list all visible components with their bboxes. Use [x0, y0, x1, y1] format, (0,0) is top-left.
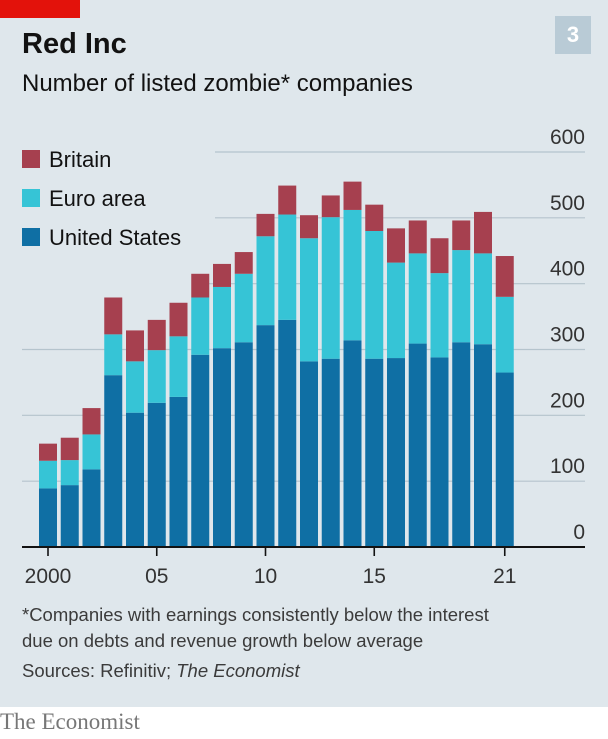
bar-euro-area-2008 [213, 286, 231, 349]
legend-swatch-euro-area [22, 189, 40, 207]
bar-euro-area-2019 [452, 250, 471, 343]
bar-britain-2020 [474, 211, 492, 254]
legend-label-britain: Britain [49, 147, 111, 172]
bar-euro-area-2002 [82, 434, 101, 470]
bar-euro-area-2021 [495, 296, 514, 373]
brand-red-tab [0, 0, 80, 18]
bar-britain-2021 [495, 256, 514, 297]
x-tick-label-2000: 2000 [25, 565, 72, 588]
bar-united-states-2014 [343, 340, 362, 547]
bar-britain-2007 [191, 273, 210, 298]
bar-euro-area-2003 [104, 334, 123, 376]
bar-britain-2010 [256, 213, 275, 237]
x-tick-label-2021: 21 [493, 565, 516, 588]
bar-euro-area-2010 [256, 236, 275, 326]
bar-united-states-2007 [191, 354, 210, 547]
bar-united-states-2000 [39, 488, 57, 547]
bar-euro-area-2013 [321, 217, 340, 359]
bar-britain-2005 [147, 319, 166, 351]
sources-prefix: Sources: Refinitiv; [22, 660, 177, 681]
bar-united-states-2004 [126, 412, 144, 547]
bar-britain-2004 [126, 330, 144, 362]
y-tick-label-200: 200 [550, 389, 585, 412]
sources: Sources: Refinitiv; The Economist [22, 660, 300, 682]
bar-britain-2008 [213, 263, 231, 287]
bar-euro-area-2004 [126, 361, 144, 413]
bar-euro-area-2009 [234, 273, 253, 343]
x-tick-label-2010: 10 [254, 565, 277, 588]
bar-euro-area-2005 [147, 350, 166, 403]
x-tick-label-2015: 15 [363, 565, 386, 588]
legend-swatch-britain [22, 150, 40, 168]
y-tick-label-100: 100 [550, 455, 585, 478]
bar-britain-2013 [321, 195, 340, 218]
footnote: *Companies with earnings consistently be… [22, 602, 489, 654]
sources-economist: The Economist [176, 660, 300, 681]
y-tick-label-300: 300 [550, 324, 585, 347]
chart-number-badge: 3 [555, 16, 591, 54]
footnote-line-2: due on debts and revenue growth below av… [22, 630, 424, 651]
bar-britain-2012 [300, 215, 318, 239]
chart-title: Red Inc [22, 28, 127, 60]
x-tick-label-2005: 05 [145, 565, 168, 588]
y-tick-label-600: 600 [550, 126, 585, 149]
bar-united-states-2020 [474, 344, 492, 547]
bar-britain-2016 [387, 228, 405, 263]
legend-label-united-states: United States [49, 225, 181, 250]
y-tick-label-400: 400 [550, 258, 585, 281]
bar-britain-2018 [430, 238, 449, 274]
bar-united-states-2003 [104, 375, 123, 547]
bar-united-states-2002 [82, 469, 101, 547]
y-tick-label-500: 500 [550, 192, 585, 215]
bar-united-states-2008 [213, 348, 231, 547]
bar-united-states-2005 [147, 402, 166, 547]
bar-united-states-2017 [408, 343, 427, 547]
chart-subtitle: Number of listed zombie* companies [22, 70, 413, 97]
bar-united-states-2001 [60, 485, 79, 547]
economist-logo: The Economist [0, 709, 140, 734]
bar-euro-area-2011 [278, 214, 297, 320]
bar-euro-area-2017 [408, 253, 427, 344]
bar-britain-2017 [408, 220, 427, 254]
bar-euro-area-2001 [60, 460, 79, 486]
legend-label-euro-area: Euro area [49, 186, 146, 211]
bar-united-states-2009 [234, 342, 253, 547]
bar-united-states-2019 [452, 342, 471, 547]
bar-britain-2015 [365, 204, 384, 231]
bar-united-states-2010 [256, 325, 275, 547]
bar-united-states-2011 [278, 319, 297, 547]
bar-euro-area-2014 [343, 209, 362, 341]
bar-euro-area-2007 [191, 297, 210, 355]
bar-britain-2000 [39, 443, 57, 461]
y-tick-label-0: 0 [573, 521, 585, 544]
bar-euro-area-2006 [169, 336, 188, 397]
bar-britain-2011 [278, 185, 297, 215]
bar-britain-2003 [104, 297, 123, 335]
bar-euro-area-2015 [365, 231, 384, 359]
bar-euro-area-2018 [430, 273, 449, 358]
bar-euro-area-2000 [39, 460, 57, 489]
bar-euro-area-2016 [387, 262, 405, 359]
bar-britain-2019 [452, 220, 471, 251]
bar-britain-2001 [60, 437, 79, 461]
bar-united-states-2021 [495, 372, 514, 547]
bar-united-states-2016 [387, 358, 405, 547]
bar-britain-2006 [169, 302, 188, 337]
footnote-line-1: *Companies with earnings consistently be… [22, 604, 489, 625]
bar-britain-2014 [343, 181, 362, 210]
bar-united-states-2012 [300, 361, 318, 547]
bar-euro-area-2020 [474, 253, 492, 345]
stacked-bar-chart: 0 100 200 300 400 500 600 2000 05 10 15 21 Britain Eu… [22, 126, 585, 588]
legend-swatch-united-states [22, 228, 40, 246]
bar-united-states-2015 [365, 358, 384, 547]
bar-united-states-2013 [321, 358, 340, 547]
bar-britain-2009 [234, 252, 253, 274]
bar-britain-2002 [82, 408, 101, 435]
bar-united-states-2006 [169, 396, 188, 547]
bar-euro-area-2012 [300, 238, 318, 362]
bar-united-states-2018 [430, 357, 449, 547]
